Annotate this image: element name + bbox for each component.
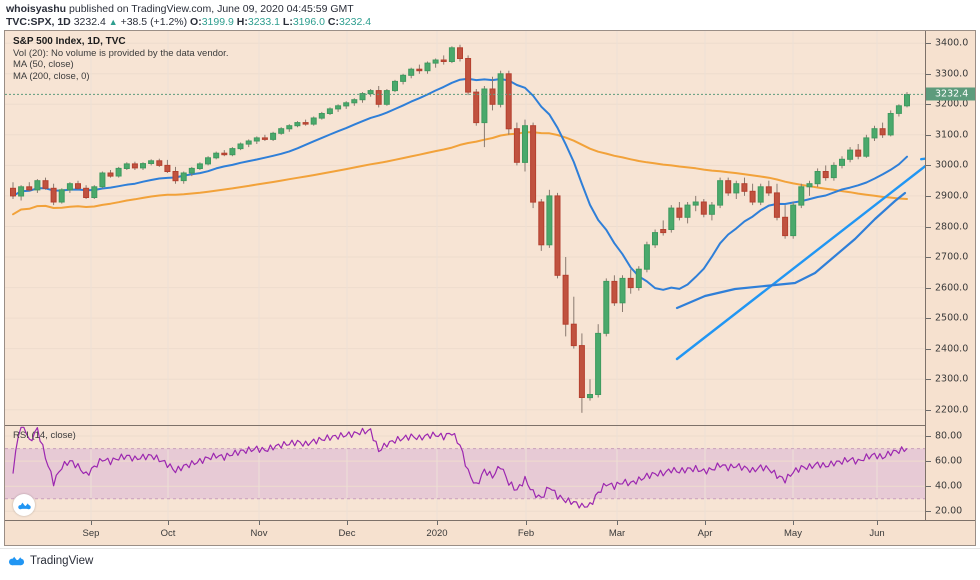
price-tick-mark (926, 195, 931, 197)
price-change: +38.5 (+1.2%) (120, 16, 188, 28)
low-label: L: (282, 16, 293, 28)
publish-line: whoisyashu published on TradingView.com,… (6, 3, 966, 16)
low-value: 3196.0 (292, 16, 325, 28)
rsi-plot (5, 426, 925, 520)
price-tick-mark (926, 104, 931, 106)
time-tick-mark (705, 521, 706, 525)
tradingview-logo-icon (8, 556, 25, 566)
rsi-tick-mark (926, 436, 931, 437)
time-tick-mark (617, 521, 618, 525)
price-tick-label: 2200.0 (935, 404, 969, 416)
time-tick-mark (91, 521, 92, 525)
time-tick-mark (347, 521, 348, 525)
footer: TradingView (0, 548, 980, 580)
price-tick-mark (926, 348, 931, 350)
price-tick-label: 3100.0 (935, 129, 969, 141)
high-value: 3233.1 (247, 16, 280, 28)
price-tick-mark (926, 134, 931, 136)
price-tick-label: 3000.0 (935, 159, 969, 171)
time-tick-mark (526, 521, 527, 525)
time-tick-label: May (784, 528, 802, 539)
open-value: 3199.9 (201, 16, 234, 28)
price-tick-label: 3400.0 (935, 37, 969, 49)
price-tick-mark (926, 257, 931, 258)
price-tick-label: 2600.0 (935, 282, 969, 294)
price-tick-label: 2500.0 (935, 312, 969, 324)
price-tick-label: 2400.0 (935, 343, 969, 355)
rsi-tick-mark (926, 511, 931, 513)
axis-divider (925, 31, 926, 520)
rsi-tick-label: 20.00 (935, 505, 963, 517)
up-triangle-icon: ▲ (108, 17, 118, 27)
author-name: whoisyashu (6, 3, 67, 15)
price-plot (5, 31, 925, 425)
time-tick-label: 2020 (426, 528, 448, 539)
price-tick-mark (926, 43, 931, 45)
footer-brand-text: TradingView (30, 554, 94, 567)
legend-ma200: MA (200, close, 0) (13, 70, 90, 82)
price-tick-mark (926, 165, 931, 167)
close-value: 3232.4 (338, 16, 372, 28)
time-tick-mark (437, 521, 438, 525)
current-price-badge[interactable]: 3232.4 (926, 87, 975, 101)
legend-volume: Vol (20): No volume is provided by the d… (13, 47, 229, 59)
footer-divider (0, 548, 980, 549)
rsi-pane[interactable]: RSI (14, close) (5, 426, 925, 520)
time-tick-label: Oct (160, 528, 176, 539)
chart-frame[interactable]: S&P 500 Index, 1D, TVC Vol (20): No volu… (4, 30, 976, 546)
rsi-tick-mark (926, 486, 931, 488)
time-tick-mark (877, 521, 878, 525)
price-tick-mark (926, 409, 931, 411)
price-axis[interactable]: 3400.0 3300.0 3200.0 3100.0 3000.0 2900.0 2800… (926, 31, 975, 520)
last-price: 3232.4 (73, 16, 106, 28)
time-tick-label: Jun (869, 528, 885, 539)
time-tick-label: Mar (608, 528, 626, 539)
close-label: C: (327, 16, 339, 28)
price-tick-mark (926, 287, 931, 289)
pane-divider (5, 425, 925, 426)
price-legend: S&P 500 Index, 1D, TVC Vol (20): No volu… (13, 36, 228, 82)
time-tick-label: Dec (338, 528, 356, 539)
price-tick-mark (926, 226, 931, 228)
time-tick-label: Feb (517, 528, 535, 539)
footer-brand[interactable]: TradingView (8, 554, 93, 567)
time-tick-label: Nov (250, 528, 268, 539)
rsi-legend: RSI (14, close) (13, 430, 76, 441)
symbol-label[interactable]: TVC:SPX, 1D (6, 16, 71, 28)
price-tick-label: 3300.0 (935, 68, 969, 80)
high-label: H: (236, 16, 248, 28)
rsi-tick-label: 60.00 (935, 455, 963, 467)
time-tick-mark (259, 521, 260, 525)
price-tick-label: 2900.0 (935, 190, 969, 202)
tv-cloud-glyph (17, 502, 31, 509)
price-tick-label: 2800.0 (935, 221, 969, 232)
price-tick-mark (926, 318, 931, 320)
rsi-tick-label: 40.00 (935, 480, 963, 492)
price-tick-mark (926, 379, 931, 381)
price-tick-label: 2700.0 (935, 251, 969, 263)
rsi-tick-label: 80.00 (935, 430, 963, 442)
price-tick-label: 2300.0 (935, 373, 969, 385)
time-axis[interactable]: Sep Oct Nov Dec 2020 Feb Mar Apr May Jun (5, 521, 975, 545)
time-divider (5, 520, 975, 521)
legend-ma50: MA (50, close) (13, 59, 74, 70)
time-tick-label: Apr (697, 528, 713, 539)
price-tick-mark (926, 73, 931, 75)
time-tick-mark (168, 521, 169, 525)
quote-line: TVC:SPX, 1D 3232.4 ▲ +38.5 (+1.2%) O:319… (6, 16, 966, 29)
publish-text: published on TradingView.com, June 09, 2… (69, 3, 354, 15)
open-label: O: (190, 16, 202, 28)
price-tick-label: 3200.0 (935, 98, 969, 110)
tradingview-badge-icon (13, 494, 35, 516)
rsi-tick-mark (926, 461, 931, 463)
chart-header: whoisyashu published on TradingView.com,… (6, 3, 966, 29)
time-tick-mark (793, 521, 794, 525)
price-pane[interactable]: S&P 500 Index, 1D, TVC Vol (20): No volu… (5, 31, 925, 425)
legend-title: S&P 500 Index, 1D, TVC (13, 36, 126, 47)
time-tick-label: Sep (82, 528, 100, 539)
